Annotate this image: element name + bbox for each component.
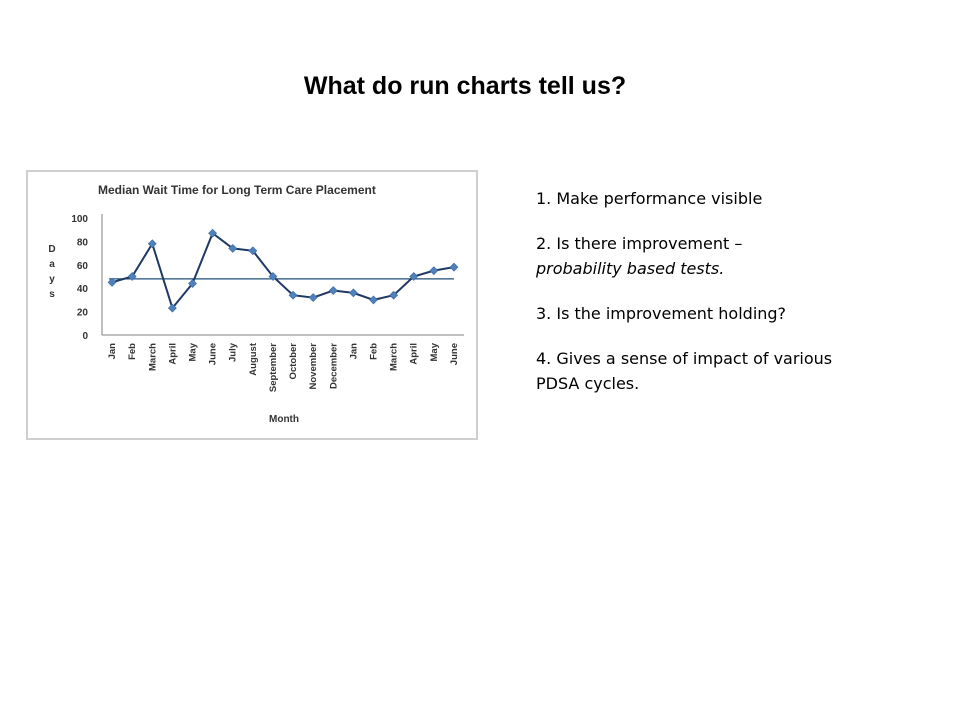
y-axis-label-letter: s — [49, 289, 55, 300]
note-3-text: 3. Is the improvement holding? — [536, 304, 787, 323]
series-line — [111, 231, 455, 311]
x-category-label: Jan — [348, 343, 359, 360]
data-point — [188, 279, 197, 288]
data-point — [268, 272, 278, 281]
data-point — [409, 272, 419, 281]
x-category-label: Feb — [369, 343, 380, 360]
note-item-2: 2. Is there improvement – probability ba… — [536, 231, 936, 281]
run-chart-svg: Median Wait Time for Long Term Care Plac… — [48, 183, 464, 425]
x-category-label: Jan — [107, 343, 118, 360]
y-axis-label-letter: y — [49, 274, 55, 285]
x-category-label: March — [389, 343, 400, 371]
chart-title: Median Wait Time for Long Term Care Plac… — [98, 183, 376, 197]
data-point — [167, 303, 177, 313]
slide-title: What do run charts tell us? — [303, 72, 627, 100]
data-point — [429, 266, 439, 276]
data-point — [369, 295, 378, 305]
x-category-label: June — [208, 343, 219, 365]
y-tick-label: 80 — [77, 237, 89, 248]
x-category-label: June — [449, 343, 460, 365]
data-markers — [107, 228, 459, 313]
data-point — [107, 277, 117, 287]
note-4-text: 4. Gives a sense of impact of various — [536, 349, 833, 368]
data-point — [208, 228, 218, 238]
data-point — [288, 290, 298, 300]
x-category-label: October — [288, 343, 299, 380]
x-category-label: August — [248, 342, 259, 376]
data-point — [449, 262, 459, 272]
y-tick-label: 100 — [71, 214, 88, 225]
note-1-text: 1. Make performance visible — [536, 189, 763, 208]
x-category-label: November — [308, 343, 319, 390]
x-category-label: July — [228, 342, 239, 362]
x-category-label: May — [429, 342, 440, 361]
x-category-label: May — [188, 342, 199, 361]
x-category-label: Feb — [127, 343, 138, 360]
data-point — [308, 293, 318, 302]
x-axis-categories: Jan Feb March April May June July August Septemb… — [107, 342, 460, 392]
note-item-1: 1. Make performance visible — [536, 186, 936, 211]
y-tick-label: 0 — [82, 331, 88, 342]
run-chart: Median Wait Time for Long Term Care Plac… — [26, 170, 478, 440]
axes — [101, 214, 464, 336]
x-category-label: April — [167, 343, 178, 365]
x-axis-label: Month — [269, 414, 299, 425]
note-item-3: 3. Is the improvement holding? — [536, 301, 936, 326]
note-2-text: 2. Is there improvement – — [536, 234, 743, 253]
y-tick-label: 20 — [77, 308, 89, 319]
note-2-subtext: probability based tests. — [536, 259, 725, 278]
note-4-subtext: PDSA cycles. — [536, 374, 640, 393]
x-category-label: April — [409, 343, 420, 365]
data-point — [248, 246, 258, 256]
y-axis-label-letter: a — [49, 259, 55, 270]
data-point — [127, 272, 137, 281]
x-category-label: December — [328, 343, 339, 389]
x-category-label: September — [268, 343, 279, 392]
data-point — [228, 243, 238, 253]
data-point — [147, 239, 157, 249]
data-point — [328, 286, 338, 295]
note-item-4: 4. Gives a sense of impact of various PD… — [536, 346, 936, 396]
y-axis-ticks: 0 20 40 60 80 100 — [71, 214, 88, 342]
series-path — [111, 231, 455, 311]
x-category-label: March — [147, 343, 158, 371]
data-point — [389, 290, 399, 300]
data-point — [348, 288, 358, 298]
y-tick-label: 60 — [77, 261, 89, 272]
y-axis-label-letter: D — [48, 244, 55, 255]
y-tick-label: 40 — [77, 284, 89, 295]
notes-list: 1. Make performance visible 2. Is there … — [536, 186, 936, 416]
